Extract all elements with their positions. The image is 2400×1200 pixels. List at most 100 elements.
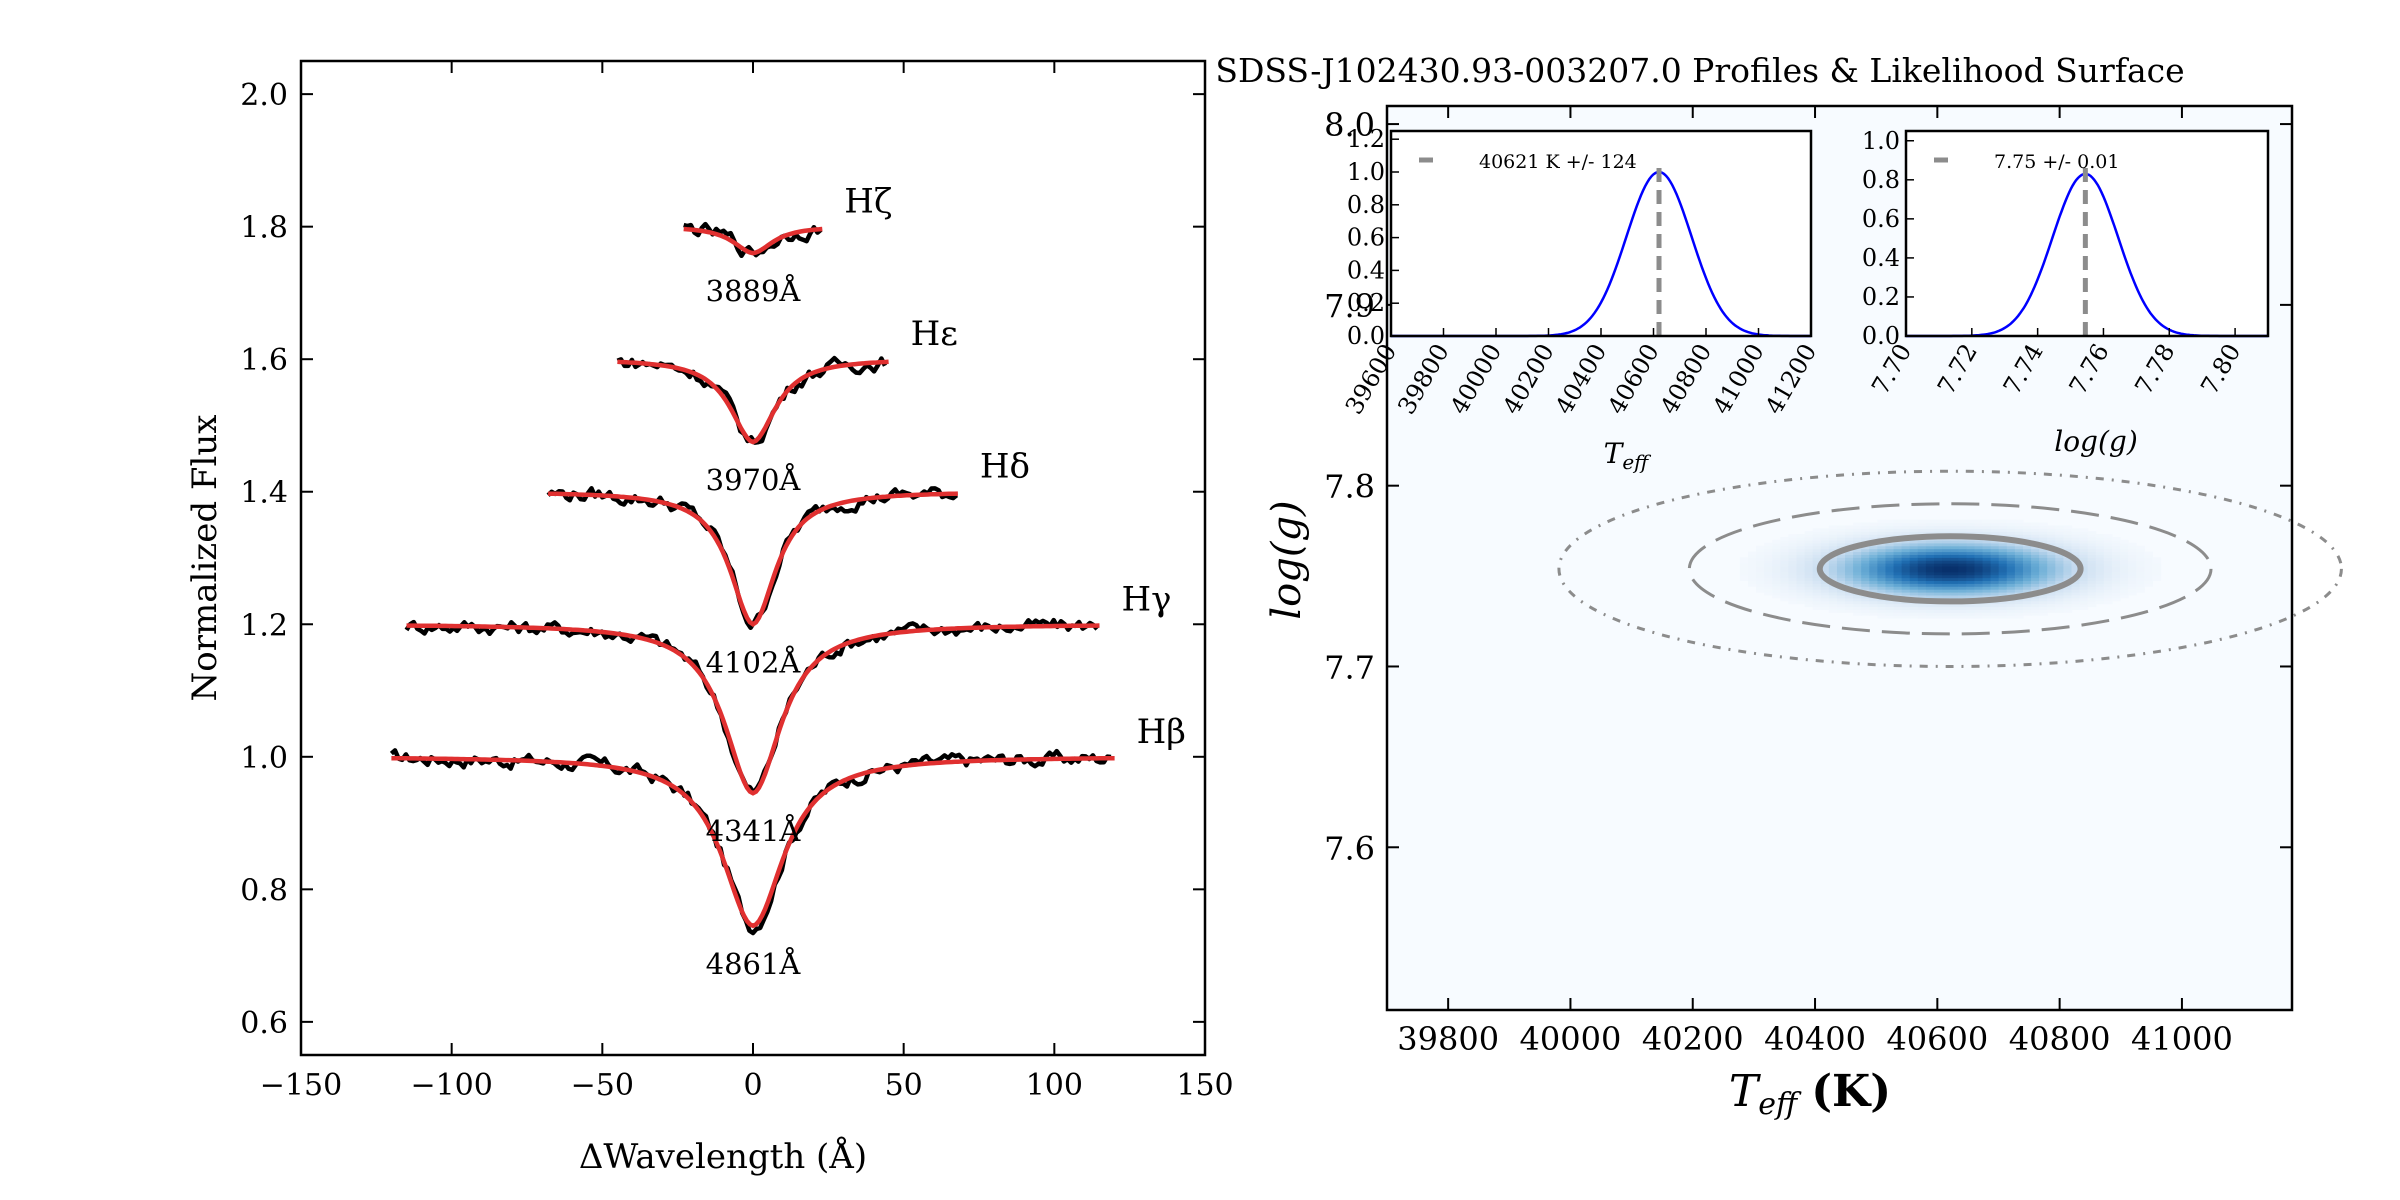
likelihood-cell — [1869, 568, 1878, 573]
likelihood-cell — [1966, 522, 1976, 527]
likelihood-cell — [2047, 563, 2056, 567]
likelihood-cell — [2014, 600, 2024, 605]
likelihood-cell — [1893, 612, 1903, 616]
likelihood-cell — [1925, 589, 1935, 593]
likelihood-cell — [1982, 612, 1992, 616]
likelihood-cell — [1982, 522, 1992, 527]
likelihood-cell — [2120, 591, 2129, 596]
likelihood-cell — [1869, 548, 1878, 553]
likelihood-cell — [1853, 594, 1862, 599]
likelihood-cell — [2031, 583, 2040, 587]
likelihood-cell — [1958, 594, 1967, 599]
likelihood-cell — [1950, 528, 1959, 532]
likelihood-cell — [2095, 551, 2105, 555]
likelihood-cell — [1901, 554, 1911, 558]
likelihood-cell — [2087, 563, 2097, 567]
likelihood-cell — [2103, 591, 2113, 596]
likelihood-cell — [1877, 557, 1887, 561]
likelihood-cell — [1772, 560, 1781, 564]
likelihood-cell — [2063, 528, 2073, 532]
likelihood-cell — [1828, 539, 1838, 544]
likelihood-cell — [1909, 542, 1919, 547]
likelihood-cell — [1845, 557, 1854, 561]
x-tick-label: 41000 — [2131, 1020, 2233, 1058]
likelihood-cell — [2144, 583, 2153, 587]
likelihood-cell — [1772, 542, 1781, 547]
likelihood-cell — [1925, 583, 1935, 587]
y-tick-label: 7.8 — [1324, 468, 1375, 506]
likelihood-cell — [2031, 554, 2040, 558]
line-name-label: Hγ — [1122, 579, 1172, 619]
likelihood-cell — [2031, 609, 2040, 613]
likelihood-cell — [1934, 554, 1943, 558]
likelihood-cell — [1893, 531, 1903, 535]
likelihood-cell — [2079, 591, 2089, 596]
likelihood-cell — [1796, 600, 1806, 605]
likelihood-cell — [1828, 568, 1838, 573]
likelihood-cell — [1893, 571, 1903, 576]
likelihood-cell — [1828, 563, 1838, 567]
likelihood-cell — [2095, 548, 2105, 553]
likelihood-cell — [1877, 554, 1887, 558]
likelihood-cell — [1780, 548, 1790, 553]
likelihood-cell — [1950, 591, 1959, 596]
likelihood-cell — [1845, 597, 1854, 602]
likelihood-cell — [2014, 571, 2024, 576]
likelihood-cell — [1845, 600, 1854, 605]
likelihood-cell — [1901, 548, 1911, 553]
likelihood-cell — [1804, 591, 1814, 596]
likelihood-cell — [2006, 591, 2016, 596]
likelihood-cell — [1853, 577, 1862, 582]
likelihood-cell — [1828, 577, 1838, 582]
likelihood-cell — [2006, 551, 2016, 555]
likelihood-cell — [1845, 577, 1854, 582]
likelihood-cell — [2022, 600, 2032, 605]
likelihood-cell — [1861, 537, 1870, 541]
likelihood-cell — [1893, 565, 1903, 570]
likelihood-cell — [1990, 557, 2000, 561]
likelihood-cell — [1836, 557, 1846, 561]
likelihood-cell — [1974, 565, 1984, 570]
likelihood-cell — [2128, 571, 2137, 576]
likelihood-cell — [1877, 551, 1887, 555]
likelihood-cell — [1780, 571, 1790, 576]
likelihood-cell — [1925, 539, 1935, 544]
likelihood-cell — [1974, 551, 1984, 555]
left-y-axis-label: Normalized Flux — [185, 415, 225, 702]
likelihood-cell — [2031, 580, 2040, 584]
likelihood-cell — [2111, 554, 2121, 558]
likelihood-cell — [1861, 548, 1870, 553]
likelihood-cell — [1998, 577, 2008, 582]
likelihood-cell — [1982, 557, 1992, 561]
likelihood-cell — [1893, 589, 1903, 593]
likelihood-cell — [1901, 603, 1911, 608]
likelihood-cell — [2144, 557, 2153, 561]
likelihood-cell — [1974, 542, 1984, 547]
likelihood-cell — [1925, 542, 1935, 547]
likelihood-cell — [2103, 548, 2113, 553]
likelihood-cell — [1974, 525, 1984, 529]
likelihood-cell — [1804, 583, 1814, 587]
likelihood-cell — [1885, 563, 1895, 567]
likelihood-cell — [1982, 554, 1992, 558]
likelihood-cell — [1820, 568, 1830, 573]
likelihood-cell — [2031, 565, 2040, 570]
likelihood-cell — [1812, 557, 1822, 561]
likelihood-cell — [1869, 560, 1878, 564]
likelihood-cell — [1982, 615, 1992, 619]
x-tick-label: 0 — [743, 1068, 762, 1103]
likelihood-cell — [2103, 574, 2113, 579]
likelihood-cell — [1966, 580, 1976, 584]
likelihood-cell — [1942, 525, 1951, 529]
likelihood-cell — [1756, 554, 1765, 558]
likelihood-cell — [2006, 577, 2016, 582]
likelihood-cell — [1796, 563, 1806, 567]
likelihood-cell — [1934, 539, 1943, 544]
likelihood-cell — [1836, 600, 1846, 605]
likelihood-cell — [1788, 580, 1798, 584]
likelihood-cell — [1966, 519, 1976, 524]
likelihood-cell — [1885, 534, 1895, 538]
likelihood-cell — [1917, 519, 1927, 524]
likelihood-cell — [2144, 568, 2153, 573]
likelihood-cell — [1990, 554, 2000, 558]
